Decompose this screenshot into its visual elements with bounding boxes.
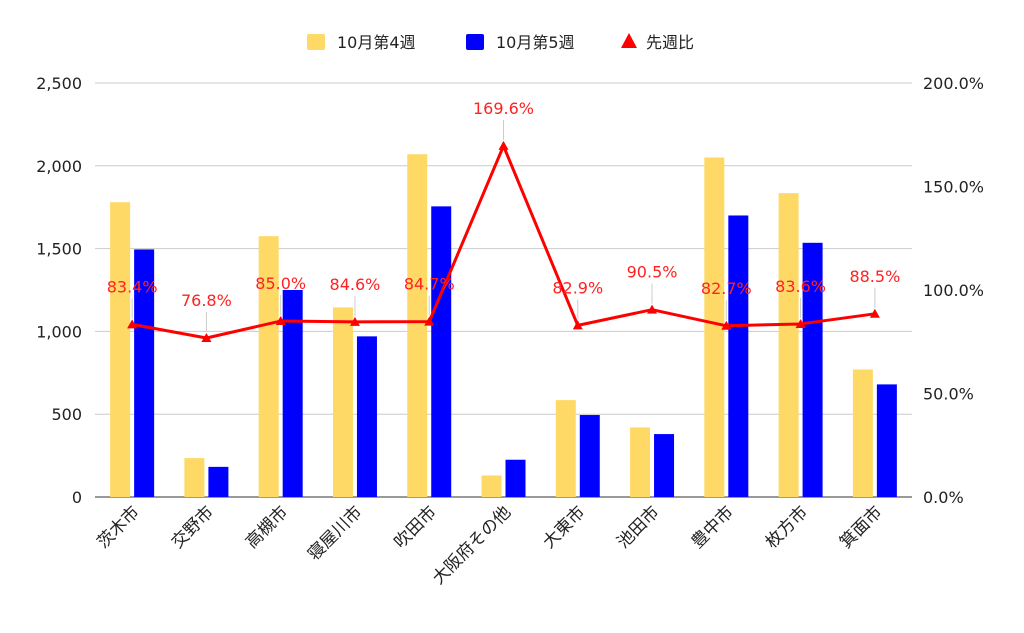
y-axis-right: 0.0% 50.0% 100.0% 150.0% 200.0%: [923, 74, 984, 507]
y-right-tick-label: 150.0%: [923, 178, 984, 197]
ratio-marker: [795, 318, 806, 328]
ratio-marker: [869, 308, 880, 318]
bar-week5: [282, 290, 303, 497]
category-label: 池田市: [613, 502, 663, 552]
ratio-data-label: 84.6%: [330, 275, 381, 294]
ratio-data-labels: 83.4% 76.8% 85.0% 84.6% 84.7% 169.6% 82.9% 90.5…: [107, 99, 900, 333]
ratio-marker: [647, 304, 658, 314]
category-label: 大阪府その他: [429, 502, 515, 588]
ratio-marker: [201, 333, 212, 343]
y-left-tick-label: 500: [51, 405, 82, 424]
bar-week4: [184, 458, 205, 497]
ratio-data-label: 169.6%: [473, 99, 534, 118]
bar-week5: [505, 459, 526, 497]
bar-week5: [802, 242, 823, 497]
category-label: 吹田市: [391, 502, 441, 552]
y-right-tick-label: 0.0%: [923, 488, 964, 507]
y-left-tick-label: 1,000: [36, 322, 82, 341]
ratio-marker: [721, 320, 732, 330]
ratio-data-label: 83.4%: [107, 277, 158, 296]
y-axis-left: 0 500 1,000 1,500 2,000 2,500: [36, 74, 82, 507]
legend-triangle-icon: [621, 33, 637, 48]
ratio-data-label: 88.5%: [849, 267, 900, 286]
ratio-marker: [498, 140, 509, 150]
bar-week4: [332, 307, 353, 497]
bar-week5: [654, 434, 675, 497]
ratio-marker: [275, 316, 286, 326]
bar-week5: [876, 384, 897, 497]
ratio-marker: [349, 316, 360, 326]
category-label: 枚方市: [762, 502, 812, 552]
ratio-data-label: 85.0%: [255, 274, 306, 293]
category-label: 箕面市: [836, 502, 886, 552]
bar-week5: [356, 336, 377, 497]
ratio-marker: [572, 320, 583, 330]
category-label: 高槻市: [242, 502, 292, 552]
bar-week5: [579, 415, 600, 497]
ratio-data-label: 84.7%: [404, 275, 455, 294]
ratio-data-label: 82.9%: [552, 278, 603, 297]
ratio-marker: [127, 319, 138, 329]
category-label: 茨木市: [93, 502, 143, 552]
ratio-data-label: 76.8%: [181, 291, 232, 310]
ratio-marker: [424, 316, 435, 326]
bar-week4: [110, 202, 131, 497]
bar-week5: [431, 206, 452, 497]
bar-week4: [704, 157, 725, 497]
y-left-tick-label: 2,500: [36, 74, 82, 93]
category-label: 豊中市: [688, 502, 738, 552]
legend-swatch: [307, 34, 325, 50]
ratio-data-label: 83.6%: [775, 277, 826, 296]
legend-label: 先週比: [646, 33, 694, 52]
legend-label: 10月第4週: [337, 33, 416, 52]
category-label: 寝屋川市: [304, 502, 367, 565]
y-left-tick-label: 1,500: [36, 240, 82, 259]
bar-week4: [555, 400, 576, 497]
legend-label: 10月第5週: [496, 33, 575, 52]
ratio-line: [131, 144, 876, 340]
category-label: 大東市: [539, 502, 589, 552]
legend: 10月第4週 10月第5週 先週比: [307, 33, 694, 52]
bar-week4: [630, 427, 651, 497]
ratio-data-label: 82.7%: [701, 279, 752, 298]
line-series: [127, 140, 880, 343]
bar-week5: [728, 215, 749, 498]
legend-swatch: [466, 34, 484, 50]
bar-week4: [778, 193, 799, 497]
y-right-tick-label: 100.0%: [923, 281, 984, 300]
bar-week4: [852, 369, 873, 497]
bar-week5: [208, 466, 229, 497]
ratio-data-label: 90.5%: [627, 263, 678, 282]
bar-week4: [258, 236, 279, 497]
y-left-tick-label: 2,000: [36, 157, 82, 176]
bar-week4: [481, 475, 502, 497]
y-right-tick-label: 50.0%: [923, 385, 974, 404]
y-right-tick-label: 200.0%: [923, 74, 984, 93]
bar-week5: [134, 249, 155, 497]
category-label: 交野市: [168, 502, 218, 552]
y-left-tick-label: 0: [72, 488, 82, 507]
bar-week4: [407, 154, 428, 497]
